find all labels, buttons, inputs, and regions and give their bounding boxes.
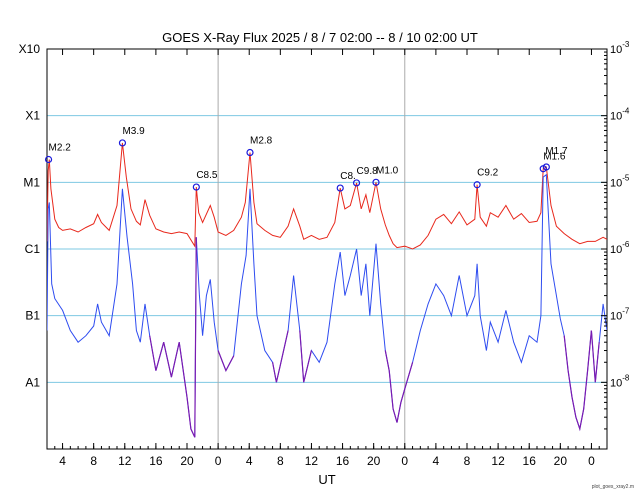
flare-label: C9.8 — [357, 166, 379, 177]
right-axis: 10-3 10-4 10-5 10-6 10-7 10-8 — [601, 40, 630, 430]
flare-marker — [246, 148, 254, 157]
right-tick-label: 10-3 — [610, 40, 630, 56]
flare-label: C8. — [340, 171, 356, 182]
flare-marker — [372, 178, 380, 186]
short-channel-low-segment — [217, 350, 235, 373]
short-channel-line — [47, 173, 607, 438]
credit-label: plot_goes_xray2.m — [592, 484, 634, 490]
short-channel-low-segment — [178, 237, 197, 438]
left-tick-label: X10 — [19, 42, 41, 56]
chart-title: GOES X-Ray Flux 2025 / 8 / 7 02:00 -- 8 … — [162, 30, 478, 45]
x-tick-label: 0 — [588, 454, 595, 468]
short-channel-low-segment — [563, 330, 592, 432]
flare-label: M1.7 — [545, 146, 568, 157]
long-channel-line — [47, 142, 607, 250]
right-tick-label: 10-6 — [610, 240, 630, 256]
x-tick-label: 20 — [554, 454, 568, 468]
left-axis: X10 X1 M1 C1 B1 A1 — [19, 42, 41, 389]
x-tick-label: 16 — [149, 454, 163, 468]
x-axis-label: UT — [318, 472, 335, 487]
x-tick-label: 12 — [118, 454, 132, 468]
flare-label: C9.2 — [477, 168, 499, 179]
x-tick-label: 8 — [464, 454, 471, 468]
short-channel-low-segment — [272, 330, 289, 383]
flare-label: M2.8 — [250, 136, 273, 147]
flare-marker — [118, 139, 127, 147]
flare-marker — [336, 184, 344, 192]
flare-label: M3.9 — [122, 126, 145, 137]
x-axis: 4 8 12 16 20 0 4 8 12 16 20 0 4 8 12 16 20 0 — [54, 49, 600, 468]
x-tick-label: 12 — [305, 454, 319, 468]
left-tick-label: A1 — [25, 375, 40, 389]
flare-label: M1.6 — [543, 152, 566, 163]
day-boundaries — [217, 49, 406, 449]
short-channel-low-segment — [149, 335, 165, 371]
flare-label: C8.5 — [196, 170, 218, 181]
right-tick-label: 10-4 — [610, 107, 630, 123]
x-tick-label: 16 — [336, 454, 350, 468]
short-channel-low-segment — [299, 330, 312, 383]
flare-marker — [352, 179, 361, 187]
short-channel-low-segment — [384, 350, 414, 423]
short-channel-series — [47, 173, 607, 438]
x-tick-label: 0 — [215, 454, 222, 468]
long-channel-series — [47, 142, 607, 250]
flare-marker — [473, 181, 481, 189]
x-tick-label: 0 — [401, 454, 408, 468]
series-layer — [47, 142, 607, 438]
flare-label: M2.2 — [49, 143, 72, 154]
flare-marker — [44, 155, 53, 164]
left-tick-label: B1 — [25, 309, 40, 323]
x-tick-label: 16 — [523, 454, 537, 468]
right-tick-label: 10-7 — [610, 307, 630, 323]
left-tick-label: C1 — [25, 242, 41, 256]
right-tick-label: 10-8 — [610, 373, 630, 389]
flare-marker — [542, 163, 550, 171]
x-tick-label: 20 — [367, 454, 381, 468]
x-tick-label: 8 — [277, 454, 284, 468]
x-tick-label: 4 — [59, 454, 66, 468]
right-tick-label: 10-5 — [610, 173, 630, 189]
short-channel-low-segment — [590, 330, 600, 383]
short-channel-low-segment — [163, 342, 180, 378]
flare-markers: M2.2 M3.9 C8.5 M2.8 C8. C9.8M1.0 C9.2 M1.6M1.7 — [44, 126, 568, 192]
x-tick-label: 12 — [491, 454, 505, 468]
x-tick-label: 4 — [246, 454, 253, 468]
x-tick-label: 20 — [180, 454, 194, 468]
flare-label: M1.0 — [376, 165, 399, 176]
left-tick-label: M1 — [23, 175, 40, 189]
flare-marker — [192, 183, 200, 191]
left-tick-label: X1 — [25, 109, 40, 123]
x-tick-label: 4 — [433, 454, 440, 468]
grid-lines — [47, 115, 607, 383]
x-tick-label: 8 — [90, 454, 97, 468]
